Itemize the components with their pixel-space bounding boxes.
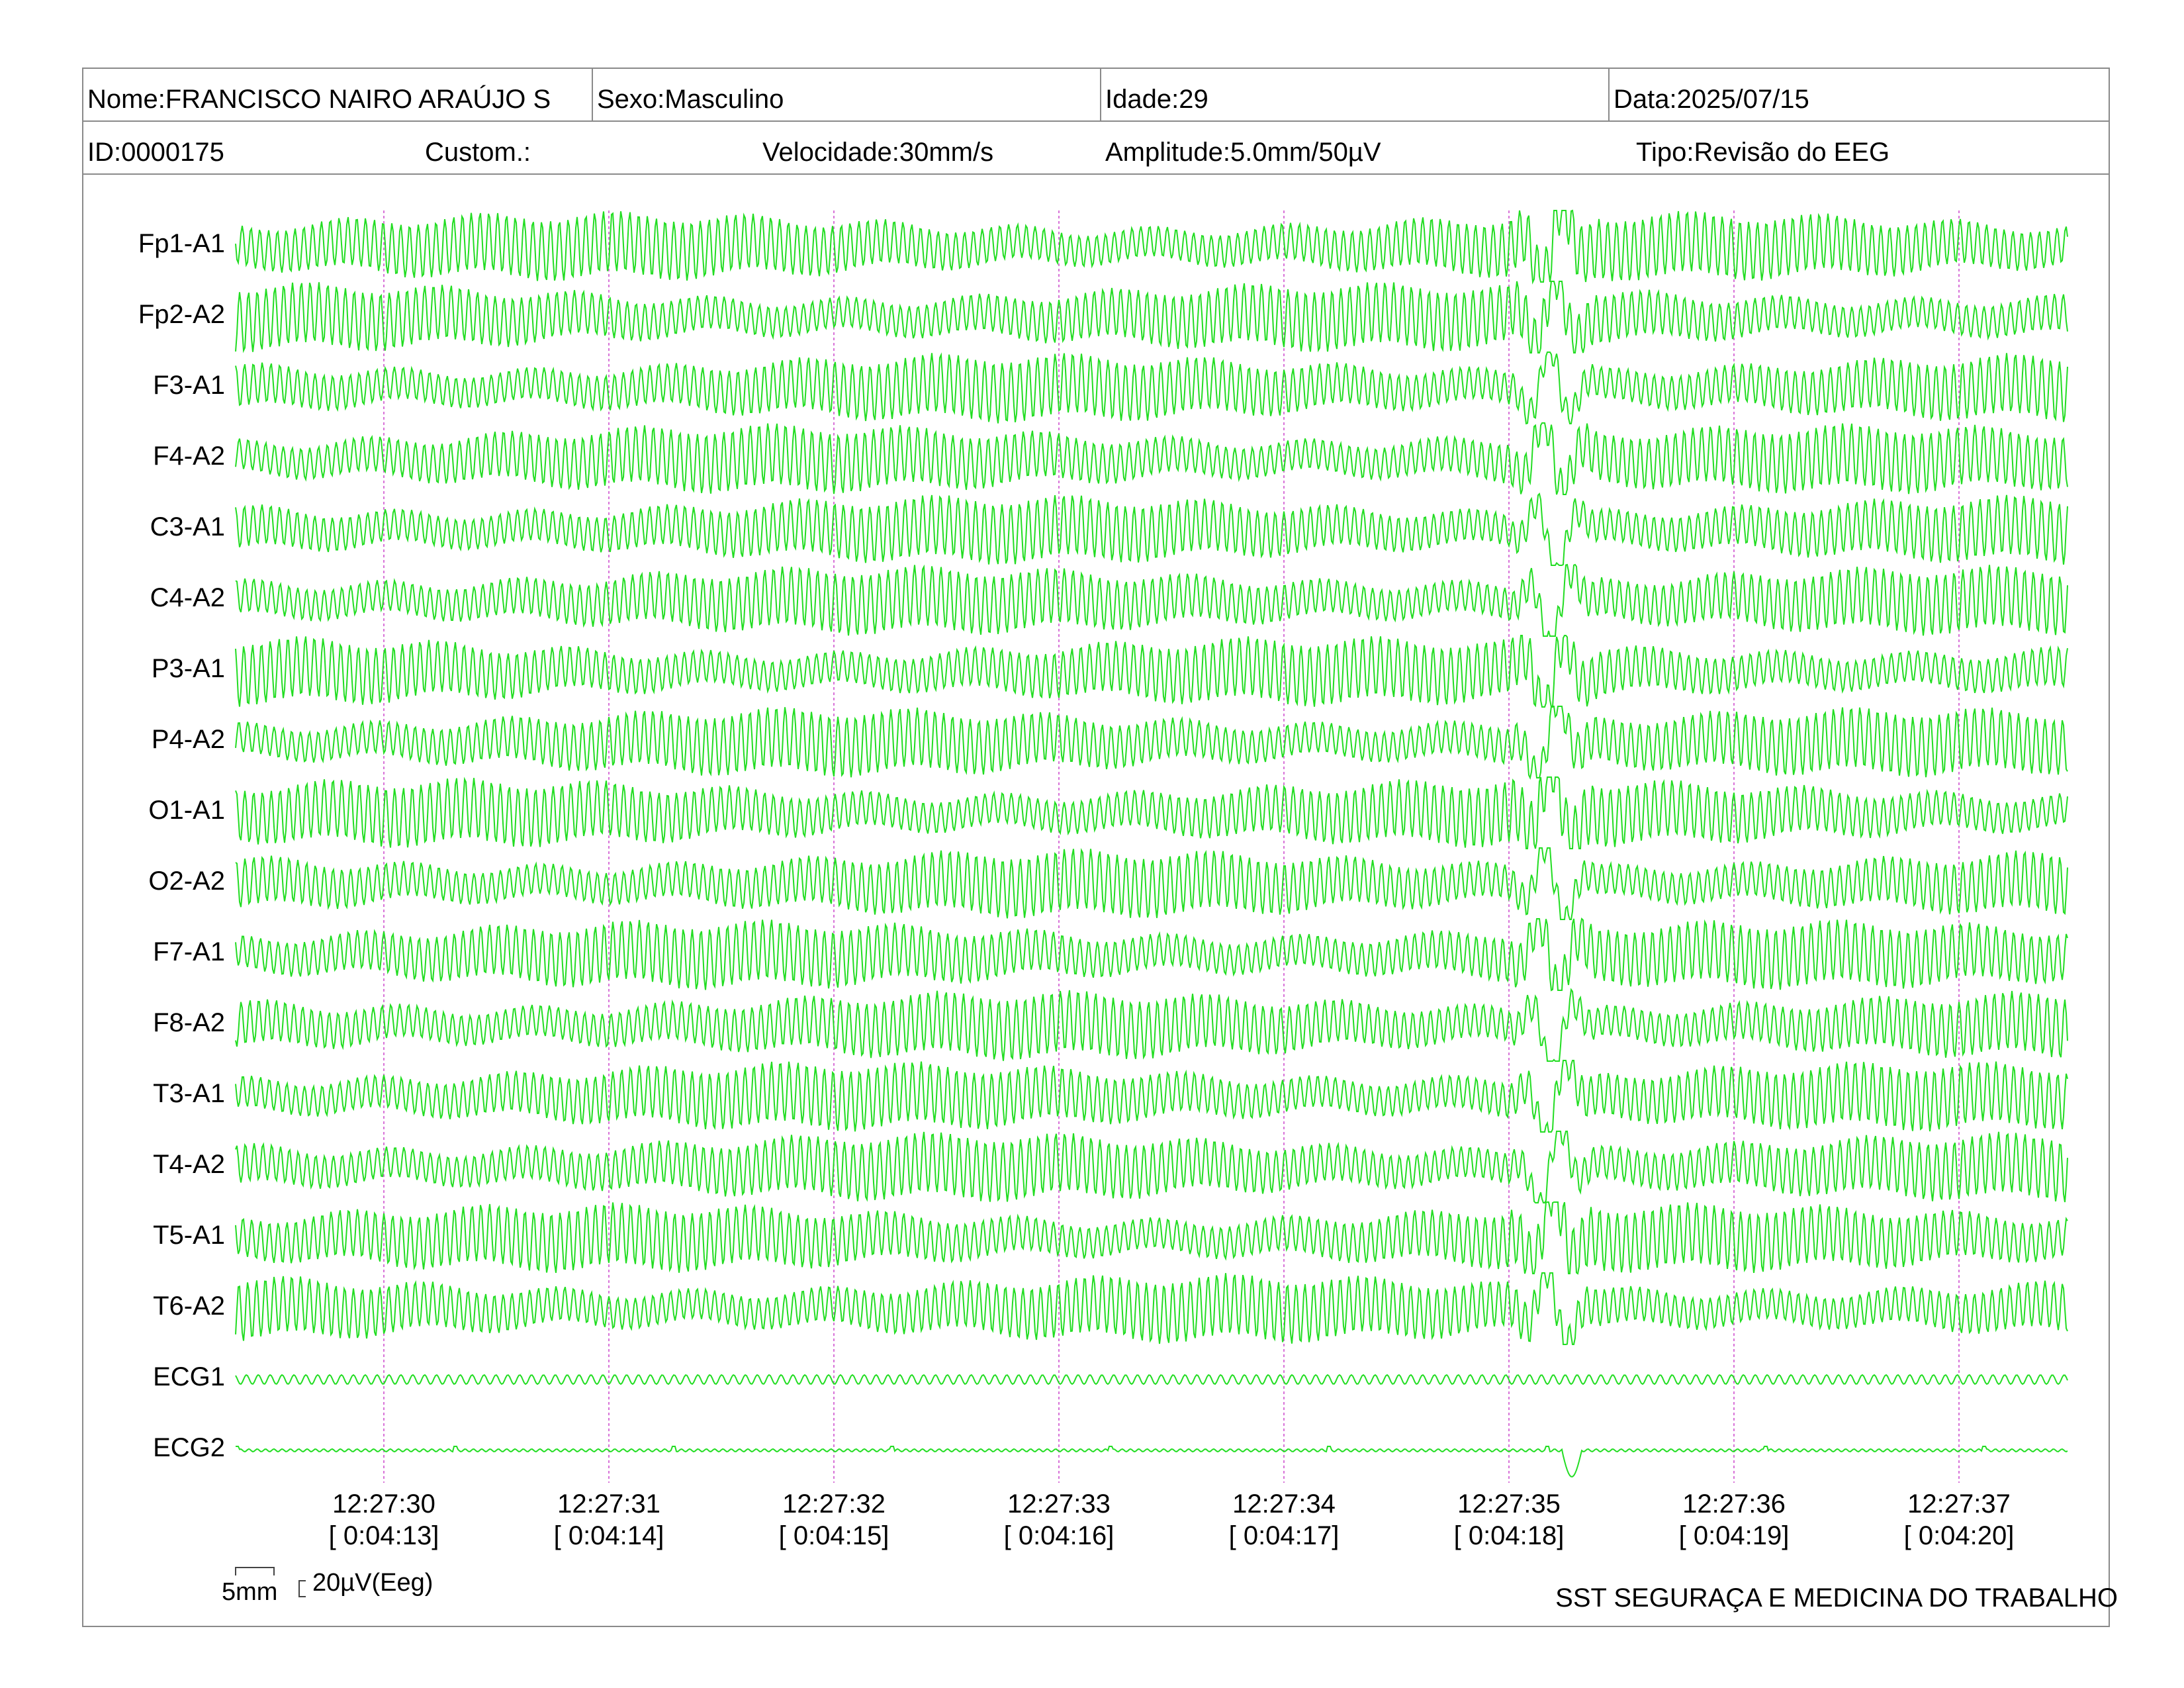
channel-trace: [235, 847, 2068, 920]
channel-label: T3-A1: [153, 1079, 225, 1108]
scale-length-label: 5mm: [222, 1578, 278, 1606]
channel-label: P4-A2: [151, 725, 225, 754]
patient-sex: Sexo:Masculino: [597, 85, 784, 114]
channel-label: ECG1: [153, 1362, 225, 1391]
channel-trace: [235, 422, 2068, 495]
channel-trace: [235, 1060, 2068, 1133]
channel-label: Fp1-A1: [138, 229, 225, 258]
custom-field: Custom.:: [425, 138, 531, 167]
header-divider: [592, 69, 593, 120]
elapsed-tick-label: [ 0:04:13]: [328, 1521, 439, 1550]
scale-length-bracket: [235, 1567, 275, 1575]
channel-trace: [235, 1374, 2068, 1385]
channel-label: F7-A1: [153, 937, 225, 966]
time-tick-label: 12:27:31: [557, 1489, 660, 1519]
header-divider: [1608, 69, 1610, 120]
channel-trace: [235, 209, 2068, 285]
eeg-report-sheet: Nome:FRANCISCO NAIRO ARAÚJO S Sexo:Mascu…: [82, 68, 2110, 1627]
organization-name: SST SEGURAÇA E MEDICINA DO TRABALHO: [1555, 1583, 2118, 1613]
channel-label: O1-A1: [148, 796, 225, 825]
time-tick-label: 12:27:35: [1457, 1489, 1561, 1519]
elapsed-tick-label: [ 0:04:17]: [1228, 1521, 1340, 1550]
channel-label: O2-A2: [148, 867, 225, 896]
elapsed-tick-label: [ 0:04:15]: [778, 1521, 889, 1550]
elapsed-tick-label: [ 0:04:19]: [1678, 1521, 1790, 1550]
review-type: Tipo:Revisão do EEG: [1636, 138, 1890, 167]
amplitude-setting: Amplitude:5.0mm/50µV: [1105, 138, 1381, 167]
channel-label: F8-A2: [153, 1008, 225, 1037]
exam-date: Data:2025/07/15: [1614, 85, 1809, 114]
time-tick-label: 12:27:30: [332, 1489, 435, 1519]
channel-label: C3-A1: [150, 512, 225, 541]
channel-label: F4-A2: [153, 442, 225, 471]
patient-name: Nome:FRANCISCO NAIRO ARAÚJO S: [87, 85, 551, 114]
elapsed-tick-label: [ 0:04:16]: [1003, 1521, 1115, 1550]
channel-trace: [235, 492, 2068, 566]
time-tick-label: 12:27:34: [1232, 1489, 1336, 1519]
time-tick-label: 12:27:33: [1007, 1489, 1111, 1519]
elapsed-tick-label: [ 0:04:20]: [1903, 1521, 2015, 1550]
header-row-settings: ID:0000175 Custom.: Velocidade:30mm/s Am…: [83, 122, 2109, 175]
channel-trace: [235, 776, 2068, 849]
time-tick-label: 12:27:32: [782, 1489, 886, 1519]
channel-trace: [236, 1446, 2068, 1477]
channel-trace: [235, 917, 2068, 992]
channel-trace: [235, 352, 2068, 425]
channel-label: ECG2: [153, 1433, 225, 1462]
elapsed-tick-label: [ 0:04:18]: [1453, 1521, 1565, 1550]
header-divider: [1100, 69, 1101, 120]
channel-trace: [235, 706, 2068, 780]
channel-label: T5-A1: [153, 1221, 225, 1250]
channel-trace: [235, 1201, 2068, 1275]
channel-trace: [235, 281, 2068, 353]
channel-label: T6-A2: [153, 1291, 225, 1321]
channel-label: P3-A1: [151, 654, 225, 683]
channel-trace: [235, 988, 2068, 1062]
speed-setting: Velocidade:30mm/s: [762, 138, 994, 167]
elapsed-tick-label: [ 0:04:14]: [553, 1521, 664, 1550]
channel-trace: [235, 1131, 2068, 1203]
patient-age: Idade:29: [1105, 85, 1208, 114]
channel-label: Fp2-A2: [138, 300, 225, 329]
channel-label: F3-A1: [153, 371, 225, 400]
time-tick-label: 12:27:36: [1682, 1489, 1786, 1519]
channel-trace: [235, 1272, 2068, 1345]
time-tick-label: 12:27:37: [1907, 1489, 2011, 1519]
channel-trace: [235, 563, 2068, 637]
scale-amplitude-label: 20µV(Eeg): [312, 1569, 433, 1597]
header-row-patient: Nome:FRANCISCO NAIRO ARAÚJO S Sexo:Mascu…: [83, 69, 2109, 122]
scale-amplitude-bracket: [298, 1580, 306, 1597]
channel-label: C4-A2: [150, 583, 225, 612]
patient-id: ID:0000175: [87, 138, 224, 167]
channel-label: T4-A2: [153, 1150, 225, 1179]
channel-trace: [235, 635, 2068, 708]
